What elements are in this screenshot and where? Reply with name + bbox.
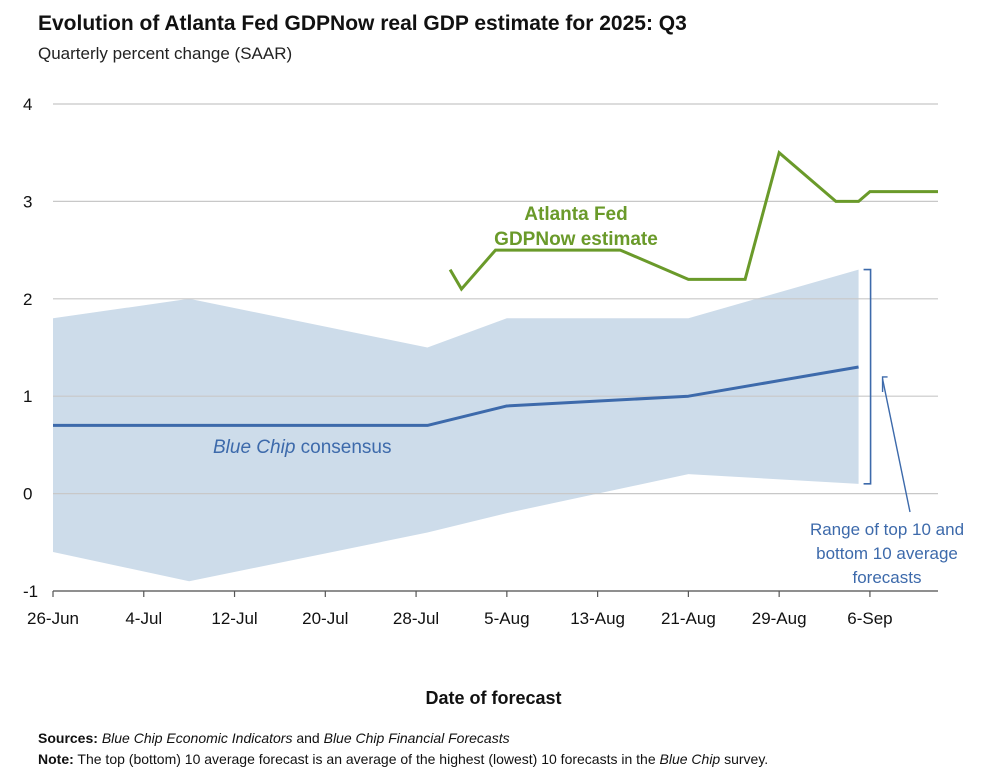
- y-tick-label: 3: [23, 192, 32, 211]
- x-tick-label: 20-Jul: [302, 609, 348, 628]
- gdpnow-label-line1: Atlanta Fed: [524, 204, 627, 225]
- sources-title-1: Blue Chip Economic Indicators: [101, 730, 293, 746]
- gdpnow-label-line2: GDPNow estimate: [494, 229, 658, 250]
- range-label-line2: bottom 10 average: [816, 544, 958, 563]
- x-tick-label: 4-Jul: [125, 609, 162, 628]
- x-tick-label: 21-Aug: [661, 609, 716, 628]
- x-tick-label: 26-Jun: [27, 609, 79, 628]
- y-tick-label: 0: [23, 485, 32, 504]
- note-label: Note:: [38, 751, 74, 767]
- note-footnote: Note: The top (bottom) 10 average foreca…: [38, 751, 768, 767]
- sources-title-2: Blue Chip Financial Forecasts: [323, 730, 510, 746]
- y-tick-label: -1: [23, 582, 38, 601]
- range-bracket: [863, 268, 872, 485]
- y-tick-label: 1: [23, 387, 32, 406]
- bluechip-label: Blue Chip consensus: [213, 437, 392, 458]
- x-tick-label: 29-Aug: [752, 609, 807, 628]
- note-text: The top (bottom) 10 average forecast is …: [73, 751, 660, 767]
- x-tick-label: 13-Aug: [570, 609, 625, 628]
- range-leader-line: [881, 378, 911, 513]
- bluechip-consensus-line: [53, 365, 859, 427]
- chart-subtitle: Quarterly percent change (SAAR): [38, 44, 293, 63]
- y-tick-label: 4: [23, 95, 32, 114]
- x-tick-label: 12-Jul: [211, 609, 257, 628]
- range-label-line3: forecasts: [853, 568, 922, 587]
- x-tick-label: 5-Aug: [484, 609, 529, 628]
- sources-label: Sources:: [38, 730, 98, 746]
- x-tick-label: 28-Jul: [393, 609, 439, 628]
- x-axis-title: Date of forecast: [425, 688, 562, 708]
- chart-plot: -1 0 1 2 3 4 26-Jun 4-Jul 12-Jul 20-Jul 28-Jul 5-Au…: [23, 95, 964, 628]
- sources-footnote: Sources: Blue Chip Economic Indicators a…: [38, 730, 510, 746]
- forecast-range-band: [53, 269, 859, 582]
- gdpnow-estimate-line: [448, 150, 938, 292]
- x-tick-label: 6-Sep: [847, 609, 892, 628]
- y-tick-label: 2: [23, 290, 32, 309]
- sources-connector: and: [292, 730, 324, 746]
- note-end: survey.: [720, 751, 769, 767]
- range-label-line1: Range of top 10 and: [810, 520, 964, 539]
- range-leader-bracket: [881, 376, 888, 392]
- chart-title: Evolution of Atlanta Fed GDPNow real GDP…: [38, 12, 687, 35]
- note-italic: Blue Chip: [659, 751, 721, 767]
